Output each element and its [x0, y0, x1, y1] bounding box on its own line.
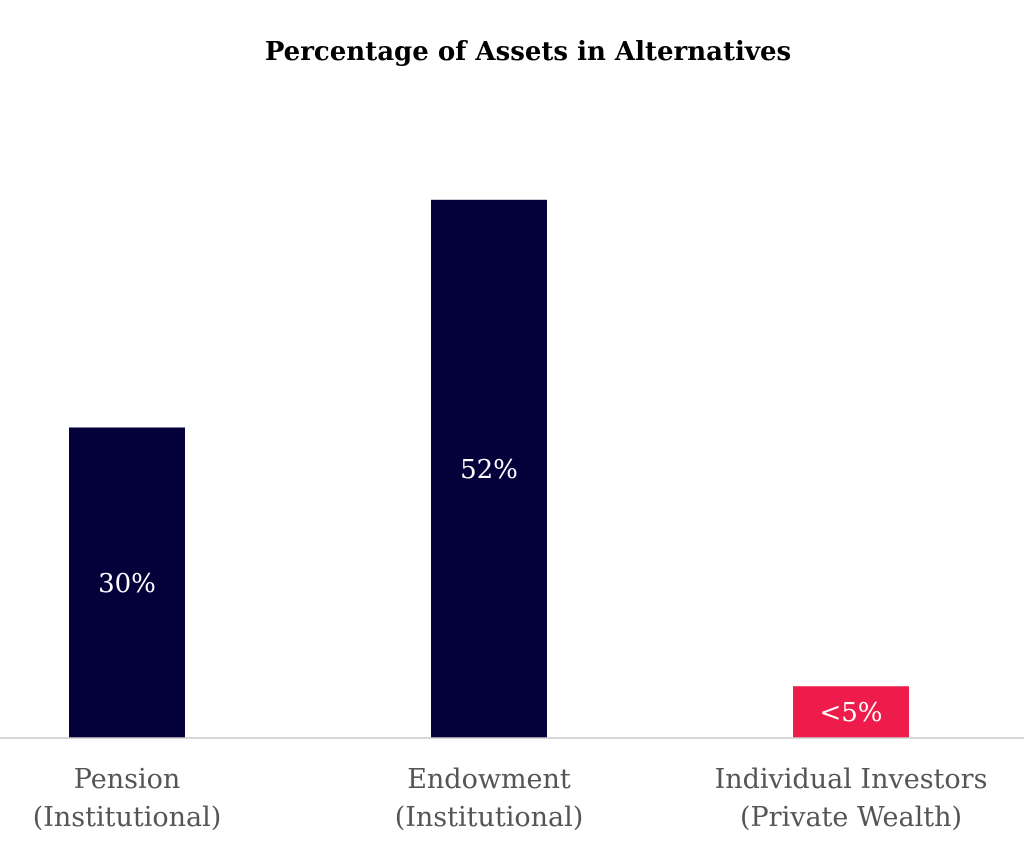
category-label-2-line-2: (Institutional): [395, 802, 584, 833]
category-label-1-line-1: Pension: [74, 764, 180, 795]
data-label-3: <5%: [819, 698, 882, 728]
category-label-1-line-2: (Institutional): [33, 802, 222, 833]
category-labels-group: Pension (Institutional) Endowment (Institut…: [33, 764, 988, 833]
bars-group: [69, 199, 909, 739]
category-label-2-line-1: Endowment: [407, 764, 571, 795]
bar-1: [69, 427, 185, 738]
category-label-3-line-2: (Private Wealth): [740, 802, 962, 833]
chart-title: Percentage of Assets in Alternatives: [265, 37, 791, 67]
data-labels-group: 30% 52% <5%: [98, 455, 882, 728]
bar-3: [793, 686, 909, 738]
data-label-2: 52%: [460, 455, 518, 485]
category-label-3-line-1: Individual Investors: [715, 764, 988, 795]
data-label-1: 30%: [98, 569, 156, 599]
bar-2: [431, 199, 547, 739]
